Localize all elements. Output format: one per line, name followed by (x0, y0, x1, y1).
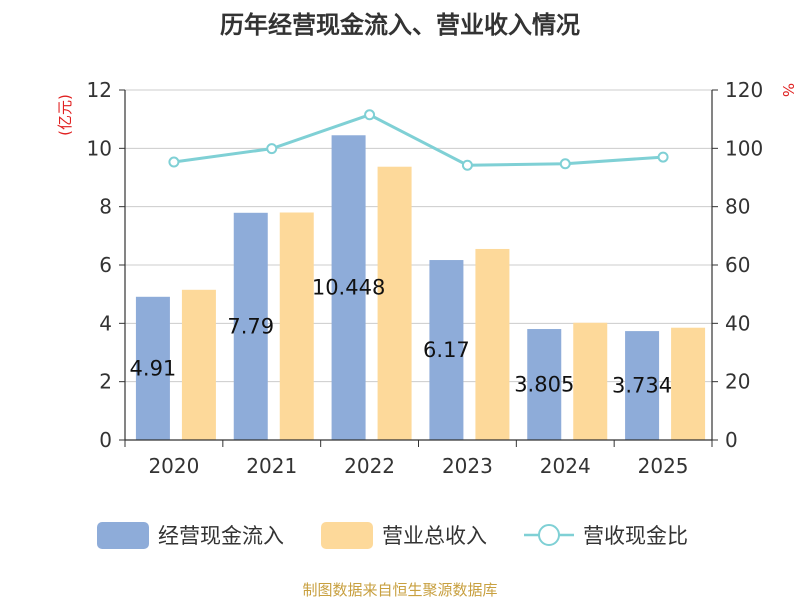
gridlines (125, 89, 712, 383)
right-axis-unit: % (779, 83, 797, 97)
x-tick-label: 2024 (540, 454, 591, 478)
data-labels: 4.91 7.79 10.448 6.17 3.805 3.734 (130, 276, 673, 398)
bar-revenue[interactable] (573, 322, 608, 440)
ratio-point[interactable] (266, 143, 278, 155)
legend-label-revenue[interactable]: 营业总收入 (382, 524, 487, 548)
legend[interactable]: 经营现金流入 营业总收入 营收现金比 (97, 522, 688, 549)
bar-revenue[interactable] (279, 212, 314, 441)
bar-revenue[interactable] (181, 289, 216, 440)
left-axis-unit: (亿元) (56, 94, 74, 136)
bar-cash-inflow[interactable] (135, 296, 170, 440)
bar-cash-inflow[interactable] (625, 331, 660, 440)
left-tick-label: 6 (99, 253, 112, 277)
ratio-line (168, 109, 669, 171)
cash-inflow-data-label: 10.448 (312, 276, 385, 300)
legend-marker-ratio[interactable] (538, 524, 560, 546)
right-tick-label: 20 (725, 370, 750, 394)
right-tick-label: 120 (725, 78, 763, 102)
bar-revenue[interactable] (671, 327, 706, 440)
bar-revenue[interactable] (475, 248, 510, 440)
left-tick-label: 0 (99, 428, 112, 452)
right-tick-label: 100 (725, 136, 763, 160)
source-note: 制图数据来自恒生聚源数据库 (302, 581, 497, 599)
cash-inflow-data-label: 7.79 (227, 314, 274, 338)
legend-label-cash-inflow[interactable]: 经营现金流入 (158, 524, 284, 548)
bar-cash-inflow[interactable] (429, 260, 464, 440)
cash-inflow-data-label: 3.805 (514, 373, 574, 397)
ratio-point[interactable] (461, 159, 473, 171)
bar-cash-inflow[interactable] (527, 329, 562, 440)
cash-inflow-data-label: 6.17 (423, 338, 470, 362)
ratio-point[interactable] (657, 151, 669, 163)
legend-swatch-cash-inflow[interactable] (97, 522, 149, 549)
left-tick-label: 4 (99, 311, 112, 335)
x-tick-label: 2022 (344, 454, 395, 478)
left-tick-label: 2 (99, 370, 112, 394)
bar-cash-inflow[interactable] (331, 135, 366, 440)
bars (135, 135, 706, 441)
ratio-point[interactable] (364, 109, 376, 121)
x-tick-label: 2021 (246, 454, 297, 478)
bar-revenue[interactable] (377, 166, 412, 441)
cash-inflow-data-label: 3.734 (612, 374, 672, 398)
left-tick-label: 8 (99, 195, 112, 219)
right-tick-label: 80 (725, 195, 750, 219)
left-tick-label: 10 (87, 136, 112, 160)
bar-cash-inflow[interactable] (233, 212, 268, 440)
x-tick-label: 2023 (442, 454, 493, 478)
left-tick-label: 12 (87, 78, 112, 102)
right-tick-label: 0 (725, 428, 738, 452)
ratio-point[interactable] (559, 158, 571, 170)
legend-swatch-revenue[interactable] (321, 522, 373, 549)
right-tick-label: 40 (725, 311, 750, 335)
x-tick-label: 2020 (148, 454, 199, 478)
x-tick-label: 2025 (638, 454, 689, 478)
ratio-line-path (173, 113, 664, 167)
ratio-point[interactable] (168, 156, 180, 168)
right-tick-label: 60 (725, 253, 750, 277)
cash-inflow-data-label: 4.91 (130, 356, 177, 380)
chart-title: 历年经营现金流入、营业收入情况 (220, 11, 580, 39)
legend-label-ratio[interactable]: 营收现金比 (583, 524, 688, 548)
